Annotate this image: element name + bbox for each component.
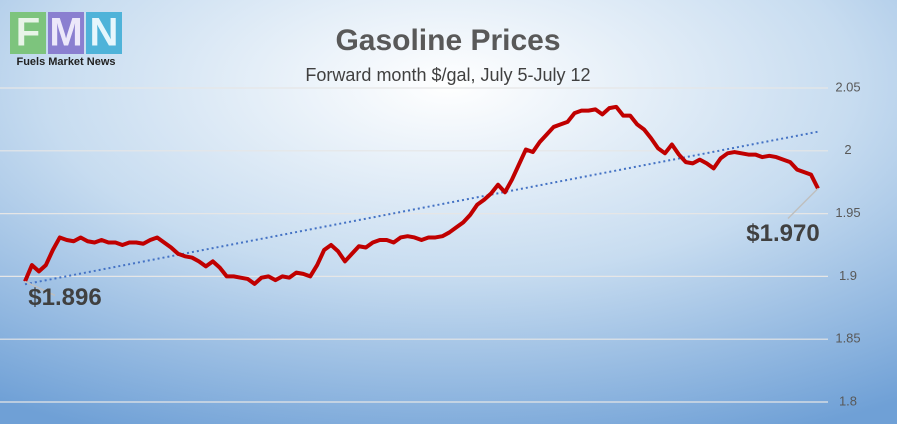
logo-box (10, 12, 46, 54)
y-tick-label: 1.85 (835, 331, 860, 346)
logo-letter: N (90, 11, 119, 55)
data-label: $1.896 (28, 284, 101, 311)
y-tick-label: 1.8 (839, 393, 857, 408)
data-label: $1.970 (746, 220, 819, 247)
y-tick-label: 2 (844, 142, 851, 157)
y-tick-label: 2.05 (835, 79, 860, 94)
logo: F M N Fuels Market News (10, 11, 122, 68)
logo-letter: M (49, 11, 82, 55)
data-line (23, 104, 820, 286)
y-tick-label: 1.9 (839, 268, 857, 283)
leader-line (24, 280, 56, 297)
logo-letter: F (16, 11, 40, 55)
logo-name: Fuels Market News (16, 56, 115, 68)
logo-box (48, 12, 84, 54)
chart-subtitle: Forward month $/gal, July 5-July 12 (305, 65, 590, 85)
chart-title: Gasoline Prices (335, 24, 560, 57)
leader-line (787, 187, 819, 220)
logo-box (86, 12, 122, 54)
y-tick-label: 1.95 (835, 205, 860, 220)
